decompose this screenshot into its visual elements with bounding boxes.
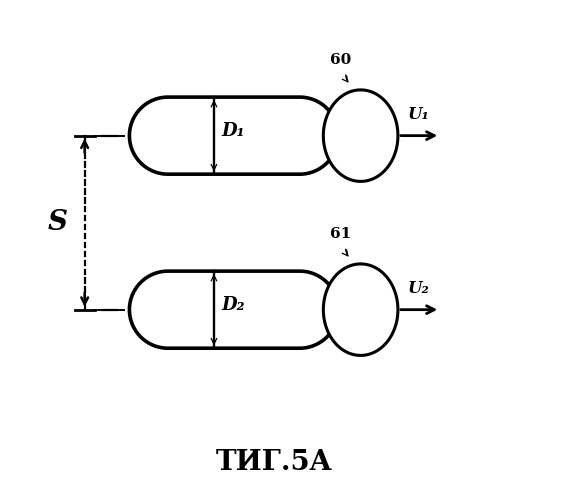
Text: 60: 60 [330, 54, 352, 68]
Text: U₁: U₁ [408, 106, 430, 123]
Text: S: S [48, 209, 68, 236]
Text: D₂: D₂ [221, 296, 245, 314]
Text: 61: 61 [330, 228, 352, 241]
Polygon shape [129, 271, 338, 348]
Text: ΤИГ.5A: ΤИГ.5A [215, 449, 332, 476]
Polygon shape [323, 90, 398, 182]
Text: U₂: U₂ [408, 280, 430, 297]
Text: D₁: D₁ [221, 122, 245, 140]
Polygon shape [323, 264, 398, 356]
Polygon shape [129, 97, 338, 174]
